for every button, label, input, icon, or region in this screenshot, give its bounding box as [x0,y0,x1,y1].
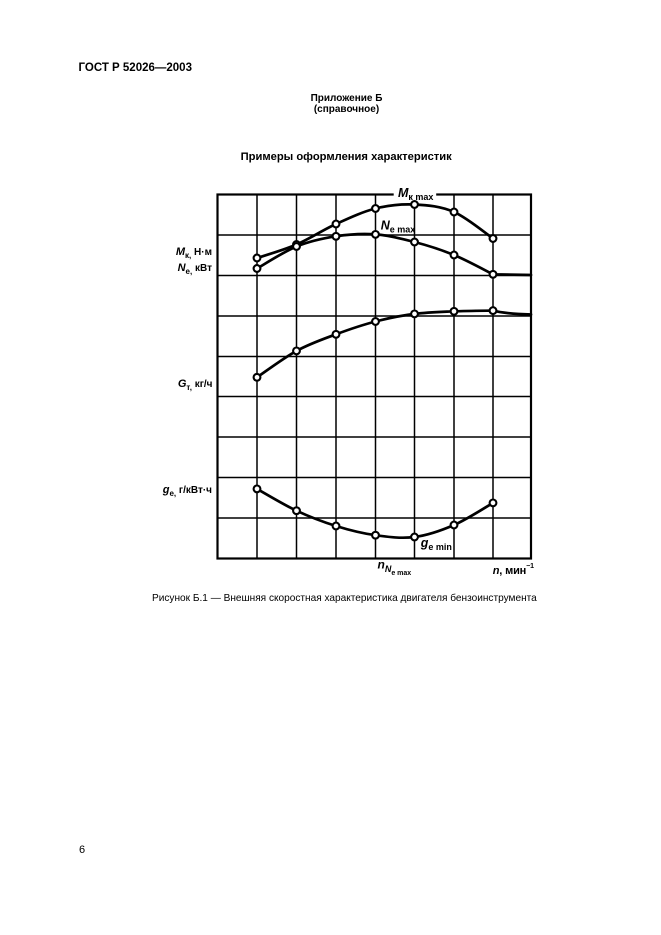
svg-text:Мк max: Мк max [398,186,433,202]
svg-text:n, мин−1: n, мин−1 [493,563,534,577]
svg-text:nNе max: nNе max [378,558,412,578]
svg-text:Gт, кг/ч: Gт, кг/ч [178,378,213,392]
svg-text:gе, г/кВт·ч: gе, г/кВт·ч [162,484,212,498]
svg-text:Мк, Н·м: Мк, Н·м [176,246,212,260]
svg-text:Nе max: Nе max [381,219,416,235]
svg-text:gе min: gе min [420,536,452,552]
svg-text:Nе, кВт: Nе, кВт [178,262,212,276]
